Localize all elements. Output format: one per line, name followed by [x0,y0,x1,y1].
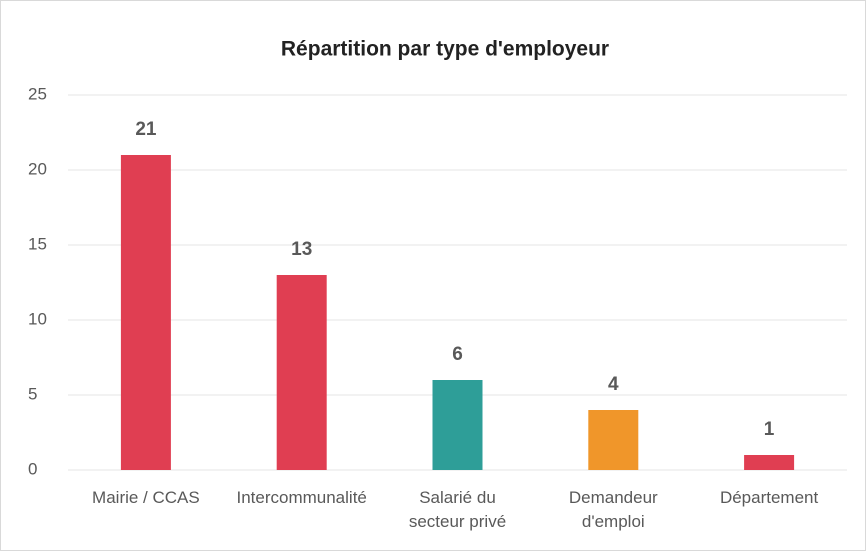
bar [432,380,483,470]
bar [120,155,171,470]
chart-title: Répartition par type d'employeur [281,38,609,61]
x-tick-label: Salarié du secteur privé [408,488,507,531]
y-tick-label: 25 [28,84,47,103]
x-tick-label: Demandeur d'emploi [568,488,658,531]
value-label: 6 [452,344,463,365]
value-label: 21 [135,119,157,140]
y-tick-label: 20 [28,159,47,178]
bar [276,275,327,470]
bar [588,410,639,470]
y-tick-label: 10 [28,309,47,328]
value-label: 4 [608,374,619,395]
value-label: 1 [764,419,775,440]
x-tick-label: Intercommunalité [236,488,367,507]
x-tick-label: Département [719,488,819,507]
value-label: 13 [291,239,312,260]
y-tick-label: 5 [28,384,37,403]
y-tick-label: 0 [28,459,37,478]
bar [744,455,795,470]
y-tick-label: 15 [28,234,47,253]
x-tick-label: Mairie / CCAS [92,488,200,507]
